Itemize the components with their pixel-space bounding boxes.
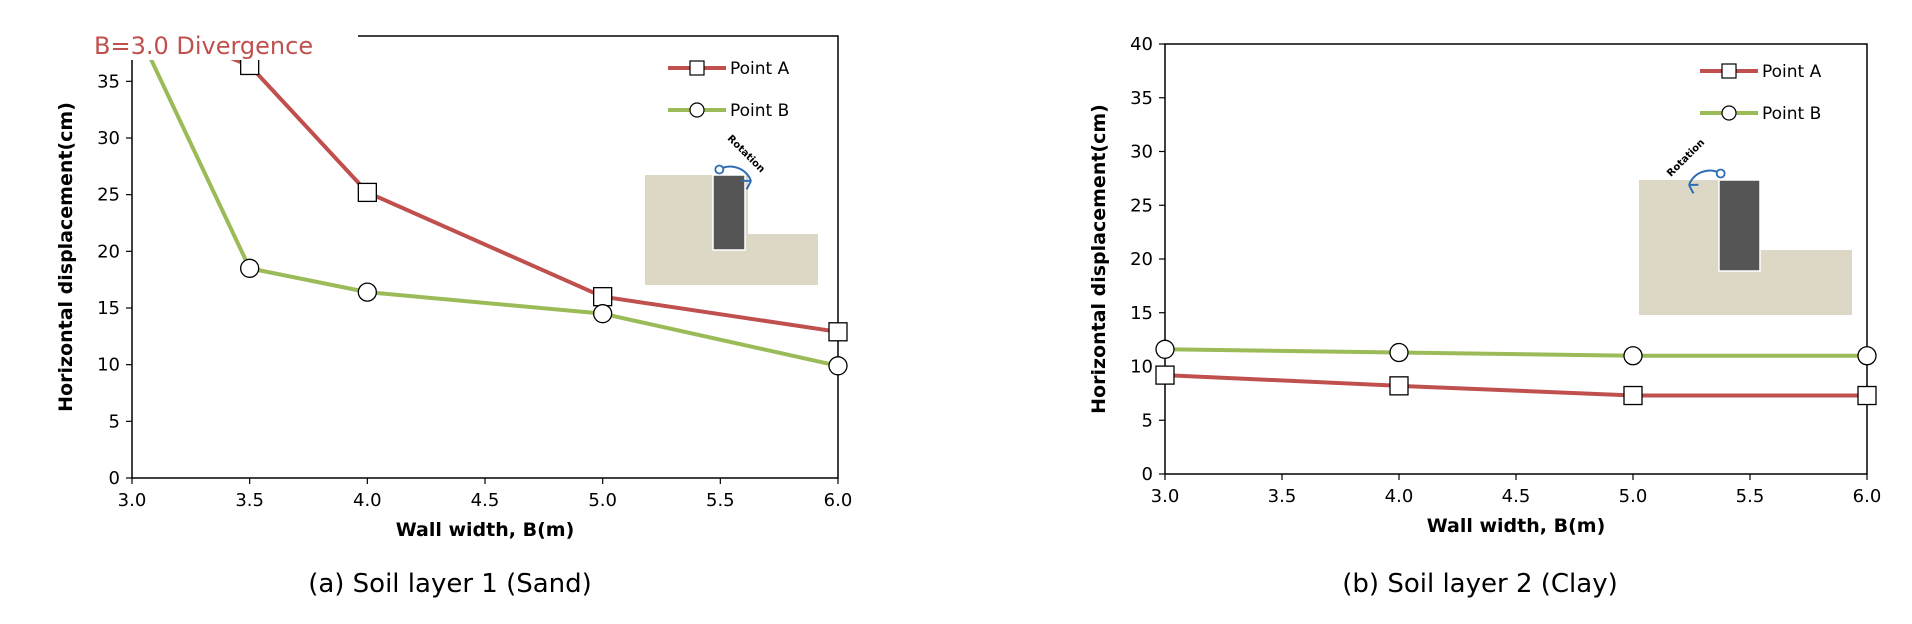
inset-schematic: Rotation bbox=[1639, 137, 1852, 315]
data-point-point-a bbox=[357, 182, 377, 203]
rotation-arrowhead-icon bbox=[1688, 183, 1699, 194]
x-tick-label: 3.0 bbox=[1151, 486, 1180, 507]
y-tick-label: 10 bbox=[97, 355, 120, 376]
y-tick-label: 20 bbox=[97, 241, 120, 262]
data-point-point-a bbox=[593, 287, 613, 307]
legend-label-point-b: Point B bbox=[730, 101, 789, 121]
y-tick-label: 25 bbox=[97, 185, 120, 206]
data-point-point-a bbox=[828, 322, 848, 342]
x-tick-label: 3.5 bbox=[1268, 486, 1297, 507]
y-tick-label: 40 bbox=[1130, 34, 1153, 55]
x-tick-label: 3.5 bbox=[235, 490, 264, 511]
series-line-point-a bbox=[1165, 373, 1867, 398]
data-point-point-a bbox=[1155, 365, 1175, 385]
x-tick-label: 4.5 bbox=[471, 490, 500, 511]
rotation-pivot-icon bbox=[1715, 168, 1726, 179]
legend-label-point-a: Point A bbox=[1762, 62, 1822, 82]
plot-area bbox=[1165, 347, 1867, 398]
x-tick-label: 3.0 bbox=[118, 490, 147, 511]
legend-marker-point-b bbox=[1721, 105, 1737, 121]
data-point-point-b bbox=[357, 282, 377, 302]
y-tick-label: 15 bbox=[97, 298, 120, 319]
inset-soil-lower bbox=[748, 234, 818, 285]
data-point-point-b bbox=[828, 356, 848, 376]
x-tick-label: 4.0 bbox=[353, 490, 382, 511]
y-tick-label: 30 bbox=[97, 128, 120, 149]
y-tick-label: 15 bbox=[1130, 303, 1153, 324]
y-tick-label: 20 bbox=[1130, 249, 1153, 270]
y-tick-label: 5 bbox=[1142, 410, 1153, 431]
data-point-point-b bbox=[1155, 339, 1175, 359]
x-tick-label: 4.0 bbox=[1385, 486, 1414, 507]
x-axis-title: Wall width, B(m) bbox=[1427, 515, 1606, 537]
x-axis-title: Wall width, B(m) bbox=[396, 519, 575, 541]
y-tick-label: 35 bbox=[1130, 88, 1153, 109]
caption-clay: (b) Soil layer 2 (Clay) bbox=[1342, 569, 1617, 599]
x-tick-label: 5.5 bbox=[1736, 486, 1765, 507]
data-point-point-b bbox=[593, 304, 613, 324]
x-tick-label: 6.0 bbox=[824, 490, 853, 511]
y-axis-title: Horizontal displacement(cm) bbox=[55, 102, 77, 412]
legend-label-point-b: Point B bbox=[1762, 104, 1821, 124]
data-point-point-b bbox=[1389, 342, 1409, 363]
legend: Point A Point B bbox=[668, 59, 790, 121]
inset-schematic: Rotation bbox=[645, 133, 818, 285]
rotation-label: Rotation bbox=[725, 133, 767, 175]
y-tick-label: 35 bbox=[97, 71, 120, 92]
chart-clay: 3.0 3.5 4.0 4.5 5.0 5.5 6.0 0 5 10 15 20 25 30 35 40 Wal… bbox=[1088, 34, 1881, 537]
legend-marker-point-a bbox=[689, 60, 705, 76]
data-point-point-a bbox=[1857, 385, 1877, 406]
x-tick-label: 5.5 bbox=[706, 490, 735, 511]
inset-wall bbox=[712, 174, 746, 251]
y-tick-label: 0 bbox=[109, 468, 120, 489]
legend-marker-point-b bbox=[689, 102, 705, 118]
divergence-annotation: B=3.0 Divergence bbox=[94, 32, 313, 60]
rotation-pivot-icon bbox=[714, 164, 725, 175]
data-point-point-a bbox=[1389, 376, 1409, 396]
x-tick-label: 4.5 bbox=[1502, 486, 1531, 507]
data-point-point-b bbox=[1623, 346, 1643, 366]
y-axis-title: Horizontal displacement(cm) bbox=[1088, 104, 1110, 414]
y-tick-label: 10 bbox=[1130, 357, 1153, 378]
x-tick-label: 5.0 bbox=[1619, 486, 1648, 507]
x-tick-label: 5.0 bbox=[588, 490, 617, 511]
y-tick-label: 30 bbox=[1130, 142, 1153, 163]
caption-sand: (a) Soil layer 1 (Sand) bbox=[308, 569, 592, 599]
y-tick-label: 0 bbox=[1142, 464, 1153, 485]
inset-soil-lower bbox=[1760, 250, 1852, 315]
data-point-point-b bbox=[1857, 346, 1877, 366]
legend: Point A Point B bbox=[1700, 62, 1822, 124]
x-tick-label: 6.0 bbox=[1853, 486, 1882, 507]
data-point-point-a bbox=[1623, 385, 1643, 406]
legend-marker-point-a bbox=[1721, 63, 1737, 79]
inset-wall bbox=[1718, 179, 1761, 272]
y-tick-label: 25 bbox=[1130, 195, 1153, 216]
rotation-arrowhead-icon bbox=[741, 179, 752, 190]
data-point-point-b bbox=[240, 258, 260, 278]
y-tick-label: 5 bbox=[109, 411, 120, 432]
series-line-point-b bbox=[1165, 347, 1867, 358]
annotation-background bbox=[90, 32, 358, 60]
chart-sand: 3.0 3.5 4.0 4.5 5.0 5.5 6.0 0 5 10 15 20 25 30 35 Wall … bbox=[55, 32, 853, 541]
legend-label-point-a: Point A bbox=[730, 59, 790, 79]
